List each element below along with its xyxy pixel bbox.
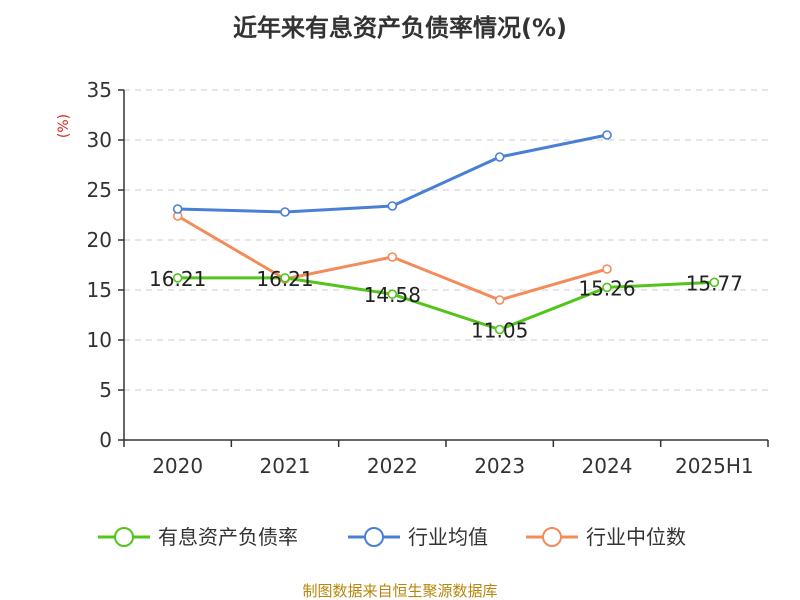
y-tick-label: 30: [87, 128, 112, 152]
y-tick-label: 35: [87, 78, 112, 102]
source-note: 制图数据来自恒生聚源数据库: [302, 582, 497, 600]
data-point: [602, 264, 612, 274]
axis-layer: 0 5 10 15 20 25 30 35 2020 2021 2022 2023 2024 2025H1: [87, 78, 769, 478]
x-tick-label: 2021: [260, 454, 311, 478]
data-point: [172, 273, 183, 283]
chart-title: 近年来有息资产负债率情况(%): [233, 14, 567, 42]
y-tick-label: 10: [87, 328, 112, 352]
data-point: [280, 273, 290, 283]
x-tick-label: 2024: [582, 454, 633, 478]
data-point: [280, 207, 290, 217]
legend-label: 行业均值: [408, 525, 488, 549]
series-line: [177, 276, 715, 331]
grid-layer: [124, 89, 768, 391]
x-tick-label: 2022: [367, 454, 418, 478]
series-layer: [172, 130, 720, 335]
data-point: [387, 289, 398, 300]
data-label: 15.77: [686, 271, 743, 295]
y-axis-label: (%): [56, 114, 72, 138]
data-label: 11.05: [471, 319, 528, 343]
data-label: 16.21: [256, 267, 313, 291]
y-tick-label: 0: [99, 428, 112, 452]
data-label: 16.21: [149, 267, 206, 291]
legend: 有息资产负债率 行业均值 行业中位数: [98, 525, 686, 549]
data-point: [494, 295, 505, 305]
data-point: [172, 204, 183, 214]
data-point: [602, 282, 612, 293]
data-point: [709, 277, 720, 288]
y-tick-label: 20: [87, 228, 112, 252]
data-point: [602, 130, 612, 140]
legend-marker: [114, 527, 134, 547]
y-tick-label: 5: [99, 378, 112, 402]
data-label: 14.58: [364, 283, 421, 307]
data-label-layer: 16.21 16.21 14.58 11.05 15.26 15.77: [149, 267, 743, 343]
series-line: [177, 133, 608, 214]
x-tick-label: 2020: [152, 454, 203, 478]
data-point: [494, 324, 505, 335]
data-point: [387, 252, 398, 262]
legend-label: 有息资产负债率: [158, 525, 298, 549]
data-point: [387, 201, 398, 211]
data-point: [494, 152, 505, 162]
legend-label: 行业中位数: [586, 525, 686, 549]
data-label: 15.26: [578, 276, 635, 300]
y-tick-label: 15: [87, 278, 112, 302]
x-tick-label: 2025H1: [675, 454, 754, 478]
legend-marker: [542, 527, 562, 547]
legend-marker: [364, 527, 384, 547]
x-tick-label: 2023: [474, 454, 525, 478]
y-tick-label: 25: [87, 178, 112, 202]
